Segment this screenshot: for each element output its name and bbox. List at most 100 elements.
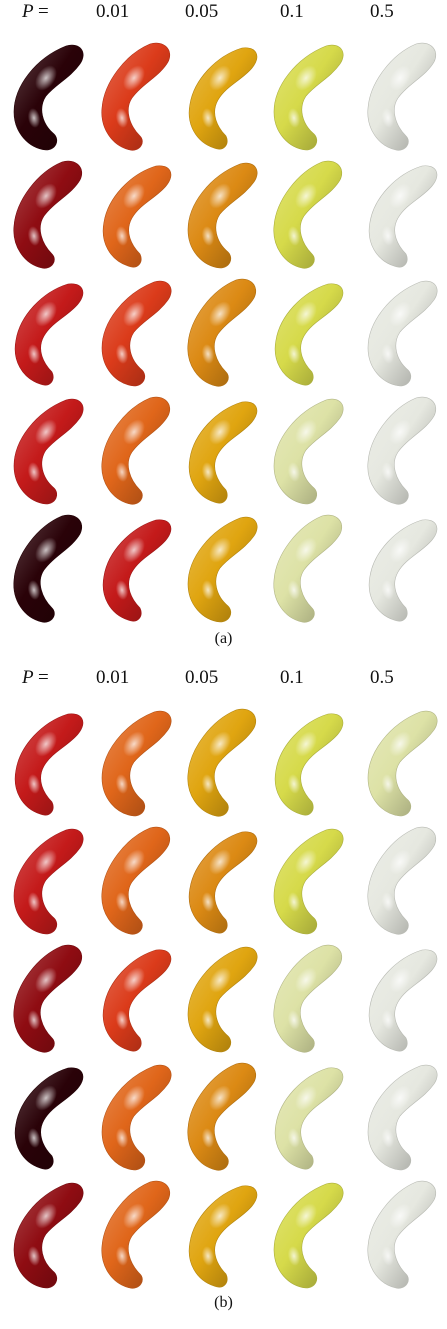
crescent-shape-render — [273, 1182, 344, 1289]
column-label-0.5: 0.5 — [370, 1, 394, 22]
crescent-shape-render — [14, 713, 84, 816]
shape-row — [0, 1176, 447, 1294]
crescent-shape — [266, 704, 350, 822]
crescent-shape — [6, 704, 90, 822]
crescent-shape — [94, 156, 178, 274]
crescent-shape — [360, 392, 444, 510]
crescent-shape — [180, 274, 264, 392]
crescent-shape — [266, 822, 350, 940]
crescent-shape-render — [101, 1064, 172, 1171]
crescent-shape — [180, 704, 264, 822]
crescent-shape — [94, 38, 178, 156]
crescent-shape — [266, 940, 350, 1058]
column-label-0.1: 0.1 — [280, 1, 304, 22]
crescent-shape-render — [14, 283, 84, 386]
crescent-shape — [360, 1176, 444, 1294]
crescent-shape — [6, 156, 90, 274]
column-label-0.01: 0.01 — [96, 667, 130, 688]
crescent-shape-render — [367, 710, 438, 817]
crescent-shape-render — [188, 831, 258, 934]
crescent-shape-render — [367, 396, 436, 505]
shape-row — [0, 274, 447, 392]
crescent-shape — [266, 392, 350, 510]
column-label-0.01: 0.01 — [96, 1, 130, 22]
crescent-shape — [94, 704, 178, 822]
crescent-shape — [94, 392, 178, 510]
crescent-shape-render — [273, 398, 344, 505]
crescent-shape — [94, 510, 178, 628]
crescent-shape — [360, 940, 444, 1058]
p-label: P = — [22, 1, 49, 22]
crescent-shape-render — [101, 42, 170, 151]
crescent-shape — [6, 510, 90, 628]
crescent-shape-render — [188, 1185, 258, 1288]
crescent-shape — [6, 1058, 90, 1176]
column-label-0.05: 0.05 — [185, 1, 219, 22]
crescent-shape-render — [13, 514, 82, 623]
crescent-shape — [360, 822, 444, 940]
shape-row — [0, 1058, 447, 1176]
crescent-shape-render — [273, 44, 344, 151]
crescent-shape — [180, 38, 264, 156]
crescent-shape — [94, 1058, 178, 1176]
figure-panel-a: P = 0.01 0.05 0.1 0.5 (a) — [0, 1, 447, 647]
column-label-0.1: 0.1 — [280, 667, 304, 688]
crescent-shape — [360, 274, 444, 392]
crescent-shape — [94, 1176, 178, 1294]
figure-panel-b: P = 0.01 0.05 0.1 0.5 (b) — [0, 666, 447, 1329]
crescent-shape — [6, 38, 90, 156]
crescent-shape — [94, 940, 178, 1058]
crescent-shape-render — [273, 944, 342, 1053]
crescent-shape — [266, 510, 350, 628]
crescent-shape — [94, 822, 178, 940]
crescent-shape-render — [188, 401, 258, 504]
crescent-shape — [6, 822, 90, 940]
column-label-0.05: 0.05 — [185, 667, 219, 688]
p-label: P = — [22, 667, 49, 688]
crescent-shape — [360, 38, 444, 156]
crescent-shape-render — [273, 828, 344, 935]
crescent-shape — [180, 1058, 264, 1176]
crescent-shape-render — [101, 826, 170, 935]
crescent-shape-render — [187, 708, 256, 817]
crescent-shape-render — [14, 1067, 84, 1170]
shape-row — [0, 822, 447, 940]
shape-row — [0, 392, 447, 510]
crescent-shape-render — [101, 396, 170, 505]
shape-row — [0, 510, 447, 628]
crescent-shape-render — [13, 160, 82, 269]
crescent-shape — [180, 392, 264, 510]
crescent-shape-render — [368, 519, 438, 622]
crescent-shape-render — [367, 1064, 438, 1171]
crescent-shape-render — [13, 944, 82, 1053]
crescent-shape — [360, 510, 444, 628]
crescent-shape — [6, 1176, 90, 1294]
crescent-shape — [6, 392, 90, 510]
crescent-shape-render — [368, 949, 438, 1052]
shape-row — [0, 38, 447, 156]
column-label-0.5: 0.5 — [370, 667, 394, 688]
crescent-shape-render — [274, 1067, 344, 1170]
crescent-shape-render — [187, 278, 256, 387]
crescent-shape — [360, 156, 444, 274]
crescent-shape-render — [187, 162, 258, 269]
panel-caption: (b) — [214, 1294, 233, 1311]
crescent-shape — [180, 1176, 264, 1294]
crescent-shape-render — [187, 1062, 256, 1171]
crescent-shape-render — [367, 42, 436, 151]
crescent-shape-render — [368, 165, 438, 268]
crescent-shape-render — [188, 47, 258, 150]
crescent-shape-render — [101, 710, 172, 817]
crescent-shape — [180, 156, 264, 274]
crescent-shape — [180, 510, 264, 628]
crescent-shape-render — [187, 516, 258, 623]
crescent-shape-render — [102, 949, 172, 1052]
crescent-shape-render — [273, 160, 342, 269]
shape-row — [0, 704, 447, 822]
crescent-shape — [266, 274, 350, 392]
crescent-shape-render — [13, 44, 84, 151]
crescent-shape — [266, 156, 350, 274]
header-row: P = 0.01 0.05 0.1 0.5 — [0, 666, 447, 702]
crescent-shape — [94, 274, 178, 392]
crescent-shape-render — [102, 165, 172, 268]
